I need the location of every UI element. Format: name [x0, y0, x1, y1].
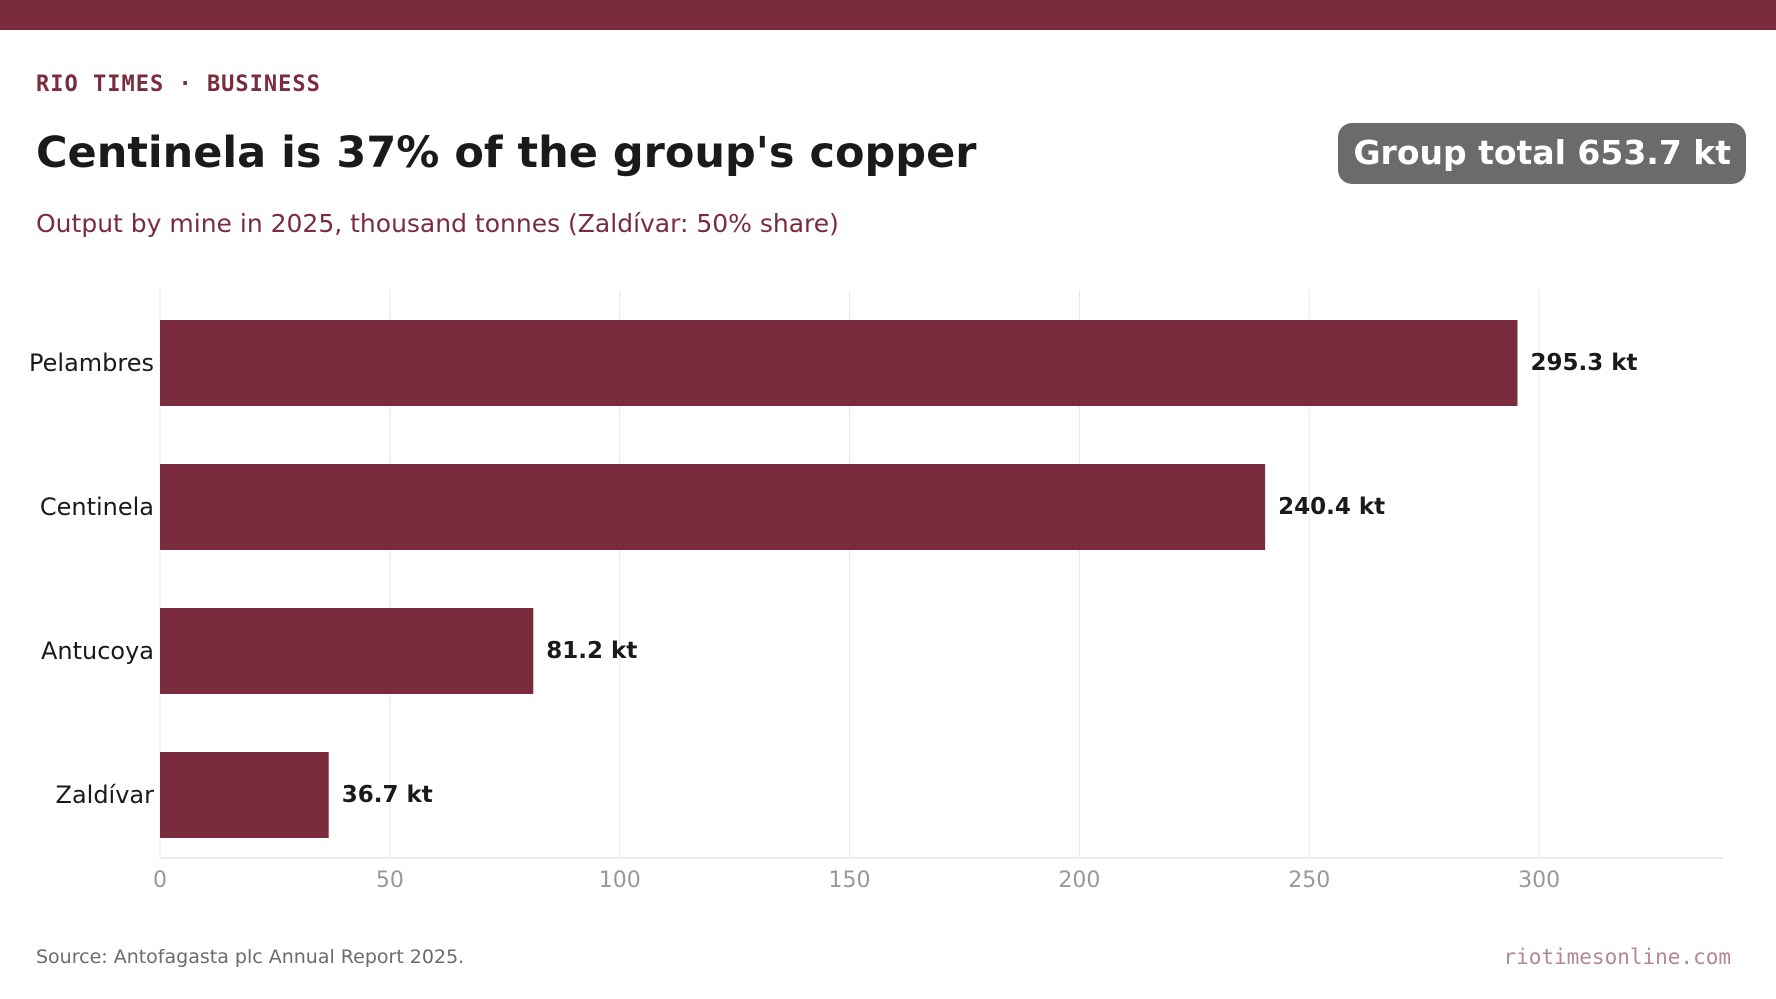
x-tick-label: 200: [1058, 868, 1100, 893]
top-accent-bar: [0, 0, 1776, 30]
category-label: Centinela: [40, 493, 154, 521]
value-label: 36.7 kt: [342, 782, 433, 808]
chart-title: Centinela is 37% of the group's copper: [36, 128, 977, 178]
x-tick-label: 0: [153, 868, 167, 893]
bar: [160, 320, 1518, 406]
chart-subtitle: Output by mine in 2025, thousand tonnes …: [36, 209, 839, 238]
section-kicker: RIO TIMES · BUSINESS: [36, 72, 321, 97]
x-tick-label: 150: [829, 868, 871, 893]
category-label: Zaldívar: [56, 781, 155, 809]
bar: [160, 464, 1266, 550]
source-note: Source: Antofagasta plc Annual Report 20…: [36, 946, 465, 968]
site-url: riotimesonline.com: [1503, 945, 1731, 969]
x-tick-label: 300: [1518, 868, 1560, 893]
x-tick-label: 100: [599, 868, 641, 893]
x-tick-label: 50: [376, 868, 404, 893]
bar: [160, 608, 534, 694]
bar-chart: 0 50 100 150 200 250 300 Pelambres 295.3 kt Centi…: [29, 290, 1723, 893]
value-label: 81.2 kt: [546, 638, 637, 664]
group-total-badge: Group total 653.7 kt: [1338, 123, 1746, 184]
x-tick-label: 250: [1288, 868, 1330, 893]
category-label: Pelambres: [29, 349, 154, 377]
value-label: 295.3 kt: [1531, 350, 1638, 376]
bar: [160, 752, 329, 838]
category-label: Antucoya: [41, 637, 154, 665]
value-label: 240.4 kt: [1278, 494, 1385, 520]
